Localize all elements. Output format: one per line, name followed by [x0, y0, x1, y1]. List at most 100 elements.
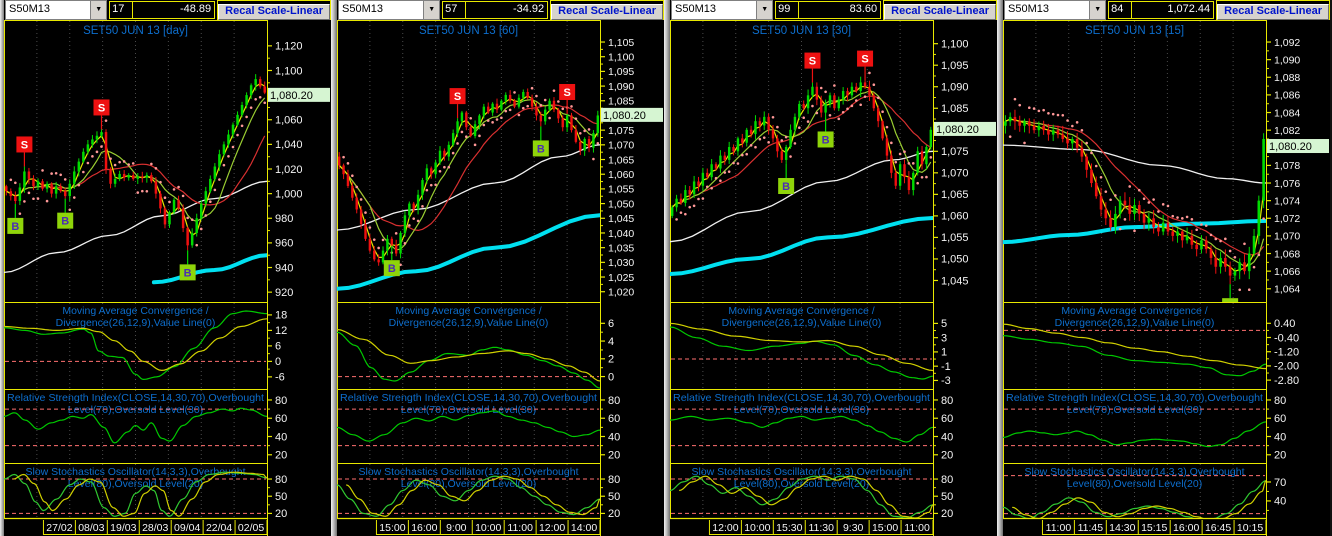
svg-text:-2.80: -2.80: [1274, 375, 1299, 387]
svg-text:1,035: 1,035: [608, 242, 634, 254]
svg-text:1,080.20: 1,080.20: [936, 124, 979, 136]
svg-text:60: 60: [1274, 413, 1286, 425]
price-chart-30min[interactable]: 1,1001,0951,0901,0851,0801,0751,0701,065…: [670, 20, 997, 536]
svg-text:Relative Strength Index(CLOSE,: Relative Strength Index(CLOSE,14,30,70),…: [1006, 392, 1263, 404]
svg-text:Relative Strength Index(CLOSE,: Relative Strength Index(CLOSE,14,30,70),…: [673, 392, 930, 404]
window-divider[interactable]: [664, 0, 670, 536]
svg-text:0.40: 0.40: [1274, 318, 1295, 330]
svg-text:1,025: 1,025: [608, 272, 634, 284]
svg-text:50: 50: [608, 491, 620, 503]
candlesticks: [1004, 109, 1265, 285]
symbol-dropdown-value: S50M13: [342, 3, 383, 15]
x-axis-labels: 12:00 10:00 15:30 11:30 9:30 15:00 11:00: [670, 517, 934, 535]
svg-text:1,065: 1,065: [608, 154, 634, 166]
buy-signal: B: [1222, 284, 1239, 302]
price-chart-15min[interactable]: 1,0921,0901,0881,0861,0841,0821,0801,078…: [1003, 20, 1330, 536]
symbol-dropdown[interactable]: S50M13 ▼: [671, 0, 774, 20]
svg-text:Level(80),Oversold Level(20): Level(80),Oversold Level(20): [734, 478, 869, 490]
svg-text:940: 940: [275, 262, 293, 274]
svg-text:15:00: 15:00: [379, 522, 405, 534]
window-left-border: [0, 0, 4, 536]
symbol-dropdown[interactable]: S50M13 ▼: [338, 0, 441, 20]
quote-count: 99: [776, 2, 800, 18]
svg-text:40: 40: [275, 431, 287, 443]
chevron-down-icon[interactable]: ▼: [756, 1, 773, 19]
quote-fields: 84 1,072.44: [1108, 1, 1215, 19]
svg-text:1,055: 1,055: [608, 184, 634, 196]
symbol-dropdown[interactable]: S50M13 ▼: [1004, 0, 1107, 20]
svg-text:60: 60: [608, 413, 620, 425]
macd-price-axis: 5 3 1 -1 -3: [933, 318, 951, 387]
svg-text:11:45: 11:45: [1078, 522, 1104, 534]
quote-fields: 99 83.60: [775, 1, 882, 19]
svg-text:B: B: [388, 263, 396, 275]
svg-text:1,060: 1,060: [608, 169, 634, 181]
candlesticks: [337, 88, 600, 266]
main-pane: [670, 20, 934, 303]
buy-signal: B: [7, 203, 24, 234]
chevron-down-icon[interactable]: ▼: [90, 1, 107, 19]
current-price-label: 1,080.20: [1267, 139, 1329, 154]
svg-text:20: 20: [1274, 450, 1286, 462]
parabolic-sar-dots: [675, 71, 933, 221]
svg-text:12: 12: [275, 325, 287, 337]
chart-window-60min: S50M13 ▼ 57 -34.92 Recal Scale-Linear 1,…: [337, 0, 664, 536]
svg-text:S: S: [454, 91, 461, 103]
svg-text:1,092: 1,092: [1274, 37, 1300, 49]
window-divider[interactable]: [997, 0, 1003, 536]
svg-text:18: 18: [275, 310, 287, 322]
quote-value: 83.60: [849, 3, 878, 15]
svg-text:B: B: [11, 221, 19, 233]
svg-text:0: 0: [275, 356, 281, 368]
recal-scale-button[interactable]: Recal Scale-Linear: [1217, 3, 1329, 20]
price-chart-60min[interactable]: 1,1051,1001,0951,0901,0851,0801,0751,070…: [337, 20, 664, 536]
svg-text:1,100: 1,100: [275, 65, 303, 77]
buy-signal: B: [532, 126, 549, 157]
svg-text:1,064: 1,064: [1274, 284, 1300, 296]
recal-scale-button[interactable]: Recal Scale-Linear: [884, 3, 996, 20]
svg-text:1,090: 1,090: [608, 81, 634, 93]
svg-text:1,020: 1,020: [608, 287, 634, 299]
svg-text:S: S: [98, 102, 105, 114]
main-price-axis: 1,0921,0901,0881,0861,0841,0821,0801,078…: [1266, 37, 1300, 296]
buy-signal: B: [778, 164, 795, 195]
stoch-price-axis: 80 50 20: [267, 474, 287, 520]
svg-text:1,075: 1,075: [941, 146, 969, 158]
svg-text:08/03: 08/03: [78, 522, 104, 534]
svg-text:-1.20: -1.20: [1274, 347, 1299, 359]
recal-scale-button[interactable]: Recal Scale-Linear: [551, 3, 663, 20]
stoch-content: Slow Stochastics Oscillator(14,3,3),Over…: [337, 466, 600, 517]
svg-text:20: 20: [608, 508, 620, 520]
svg-text:20: 20: [275, 450, 287, 462]
svg-text:1,000: 1,000: [275, 188, 303, 200]
svg-text:1,080.20: 1,080.20: [603, 110, 646, 122]
recal-button-frame: Recal Scale-Linear: [1216, 0, 1330, 20]
svg-text:14:00: 14:00: [571, 522, 597, 534]
stoch-content: Slow Stochastics Oscillator(14,3,3),Over…: [4, 466, 267, 517]
quote-count: 17: [110, 2, 134, 18]
svg-text:2: 2: [608, 354, 614, 366]
svg-text:1,086: 1,086: [1274, 90, 1300, 102]
window-divider[interactable]: [331, 0, 337, 536]
quote-fields: 17 -48.89: [109, 1, 216, 19]
svg-text:1,100: 1,100: [608, 52, 634, 64]
symbol-dropdown[interactable]: S50M13 ▼: [5, 0, 108, 20]
panel-header: S50M13 ▼ 99 83.60 Recal Scale-Linear: [670, 0, 997, 20]
sell-signal: S: [93, 99, 110, 130]
svg-text:16:00: 16:00: [411, 522, 437, 534]
svg-text:1,095: 1,095: [941, 60, 969, 72]
rsi-content: Relative Strength Index(CLOSE,14,30,70),…: [4, 392, 267, 447]
svg-text:SET50 JUN 13 [60]: SET50 JUN 13 [60]: [419, 25, 518, 37]
svg-text:S: S: [563, 87, 570, 99]
recal-scale-button[interactable]: Recal Scale-Linear: [218, 3, 330, 20]
svg-text:Level(70),Oversold Level(30): Level(70),Oversold Level(30): [401, 404, 536, 416]
chevron-down-icon[interactable]: ▼: [423, 1, 440, 19]
svg-text:B: B: [822, 134, 830, 146]
main-pane: [337, 20, 601, 303]
svg-text:6: 6: [275, 341, 281, 353]
svg-text:-3: -3: [941, 375, 951, 387]
chevron-down-icon[interactable]: ▼: [1089, 1, 1106, 19]
svg-text:SET50 JUN 13 [15]: SET50 JUN 13 [15]: [1085, 25, 1184, 37]
price-chart-day[interactable]: 1,1201,1001,0801,0601,0401,0201,00098096…: [4, 20, 331, 536]
svg-text:Level(80),Oversold Level(20): Level(80),Oversold Level(20): [401, 478, 536, 490]
